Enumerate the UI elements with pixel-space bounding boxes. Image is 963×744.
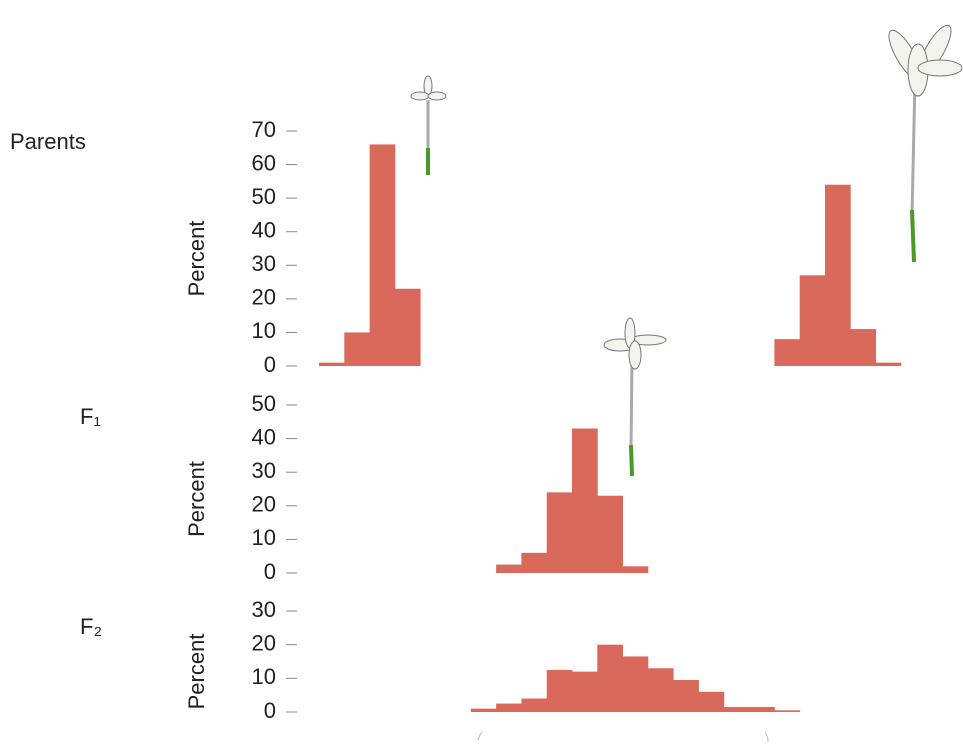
flower-large <box>883 21 962 262</box>
flower-medium <box>604 318 666 476</box>
bar <box>724 707 750 712</box>
y-tick-label: 10 <box>252 664 276 689</box>
y-tick-label: 20 <box>252 285 276 310</box>
bar <box>496 704 522 712</box>
y-axis-label: Percent <box>184 221 209 297</box>
bar <box>344 332 370 366</box>
bar <box>749 707 775 712</box>
chart: Parents 0 10 20 30 40 50 60 70 Percent F₁ 0 10 20 30 40… <box>0 0 963 744</box>
bar <box>825 185 851 366</box>
y-tick-label: 10 <box>252 525 276 550</box>
y-tick-label: 50 <box>252 184 276 209</box>
bar <box>774 710 800 712</box>
row-label: Parents <box>10 129 86 154</box>
y-tick-label: 0 <box>264 559 276 584</box>
y-tick-label: 50 <box>252 391 276 416</box>
bar <box>673 680 699 712</box>
bar <box>572 672 598 712</box>
bar <box>496 565 522 573</box>
bar <box>774 339 800 366</box>
bar <box>800 275 826 366</box>
y-tick-label: 40 <box>252 424 276 449</box>
bar <box>471 709 497 712</box>
bar <box>521 699 547 712</box>
bar <box>597 496 623 573</box>
y-axis-label: Percent <box>184 461 209 537</box>
bar <box>547 492 573 573</box>
y-tick-label: 70 <box>252 117 276 142</box>
bar <box>648 668 674 712</box>
y-tick-label: 60 <box>252 150 276 175</box>
bar <box>395 289 421 366</box>
y-tick-label: 30 <box>252 597 276 622</box>
bar <box>876 363 902 366</box>
bar <box>572 429 598 573</box>
y-tick-label: 30 <box>252 251 276 276</box>
bar <box>319 363 345 366</box>
bar <box>699 692 725 712</box>
y-tick-label: 40 <box>252 218 276 243</box>
row-label: F₂ <box>80 614 102 639</box>
y-tick-label: 20 <box>252 630 276 655</box>
y-tick-label: 20 <box>252 492 276 517</box>
flower-small <box>411 76 446 175</box>
bar <box>623 656 649 712</box>
bar <box>597 645 623 712</box>
y-tick-label: 0 <box>264 352 276 377</box>
bar <box>850 329 876 366</box>
bar <box>547 670 573 712</box>
bar <box>370 144 396 366</box>
bar <box>521 553 547 573</box>
y-tick-label: 30 <box>252 458 276 483</box>
y-tick-label: 0 <box>264 698 276 723</box>
y-axis-label: Percent <box>184 634 209 710</box>
y-tick-label: 10 <box>252 318 276 343</box>
bar <box>623 566 649 573</box>
flower-fragment <box>478 732 768 742</box>
row-label: F₁ <box>80 404 101 429</box>
